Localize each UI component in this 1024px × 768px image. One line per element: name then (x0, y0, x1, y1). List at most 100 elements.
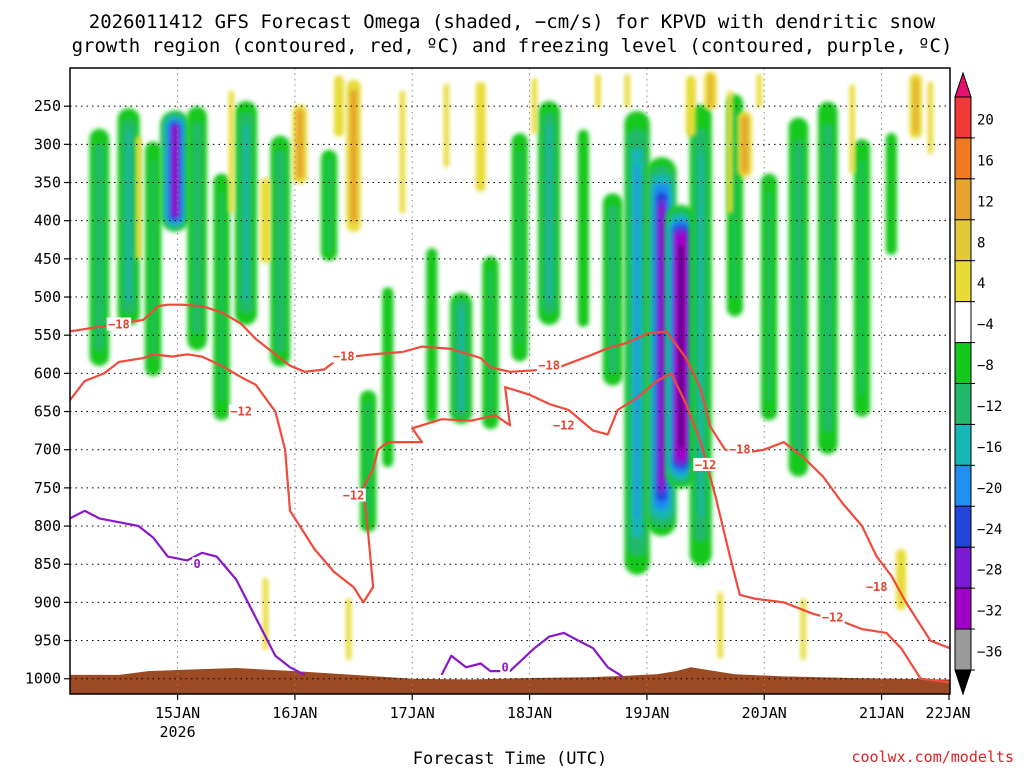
colorbar-label: 8 (977, 235, 985, 251)
omega-band (173, 126, 177, 216)
contour-freezing-level (440, 631, 623, 678)
colorbar-segment (954, 423, 972, 466)
omega-band (349, 89, 358, 223)
colorbar-top-arrow (954, 71, 972, 98)
colorbar-segment (954, 219, 972, 262)
omega-feature-ascent (538, 101, 561, 326)
colorbar-segment (954, 546, 972, 589)
x-tick-label: 21JAN (859, 704, 904, 722)
omega-band (228, 90, 235, 214)
omega-feature-descent (346, 79, 361, 232)
omega-band (382, 287, 394, 468)
omega-feature-descent (260, 177, 271, 264)
omega-feature-ascent (450, 292, 473, 424)
omega-feature-descent (345, 598, 352, 660)
omega-band (679, 245, 683, 448)
omega-feature-ascent (213, 173, 230, 421)
contour-label-bg (551, 418, 577, 432)
omega-feature-ascent (577, 129, 589, 327)
omega-feature-descent (399, 90, 406, 214)
y-tick-label: 250 (34, 97, 61, 115)
y-tick-label: 300 (34, 135, 61, 153)
omega-band (624, 74, 631, 108)
omega-feature-descent (909, 74, 923, 139)
omega-band (577, 129, 589, 327)
contour-label: −12 (822, 611, 844, 625)
omega-feature-ascent (234, 101, 258, 326)
x-tick-label: 15JAN (155, 704, 200, 722)
omega-band (260, 177, 271, 264)
omega-feature-ascent (602, 193, 623, 386)
omega-feature-descent (896, 548, 907, 611)
x-tick-label: 19JAN (624, 704, 669, 722)
omega-band (660, 209, 664, 485)
omega-band (135, 136, 142, 260)
colorbar-bottom-arrow (954, 669, 972, 696)
omega-feature-descent (624, 74, 631, 108)
colorbar-label: 12 (977, 194, 994, 210)
omega-band (518, 151, 522, 344)
omega-feature-ascent (117, 108, 140, 326)
omega-feature-ascent (382, 287, 394, 468)
y-tick-label: 800 (34, 517, 61, 535)
omega-band (276, 150, 285, 352)
omega-feature-ascent (788, 117, 809, 477)
colorbar-label: 20 (977, 113, 994, 129)
x-tick-label: 18JAN (507, 704, 552, 722)
omega-band (127, 131, 131, 303)
colorbar-label: −4 (977, 317, 994, 333)
contour-label: −12 (553, 418, 575, 432)
omega-band (849, 84, 855, 174)
omega-band (192, 121, 202, 335)
contour-label-bg (331, 349, 357, 363)
omega-feature-ascent (665, 204, 697, 489)
omega-band (823, 123, 832, 432)
omega-band (488, 270, 492, 416)
colorbar-label: 16 (977, 153, 994, 169)
y-tick-label: 600 (34, 364, 61, 382)
omega-band (459, 306, 463, 411)
x-tick-label: 16JAN (272, 704, 317, 722)
colorbar-segment (954, 260, 972, 303)
omega-feature-descent (443, 83, 450, 168)
omega-band (244, 124, 248, 302)
omega-band (927, 81, 934, 155)
omega-band (896, 548, 907, 611)
omega-feature-descent (756, 74, 763, 108)
contour-label: −18 (866, 580, 888, 594)
contour-label-bg (864, 580, 889, 594)
x-tick-label: 20JAN (742, 704, 787, 722)
contour-label: −12 (343, 489, 365, 503)
omega-feature-ascent (511, 133, 528, 362)
y-tick-label: 750 (34, 479, 61, 497)
x-tick-label: 22JAN (925, 704, 970, 722)
omega-feature-descent (849, 84, 855, 174)
omega-band (741, 115, 749, 174)
y-tick-label: 400 (34, 212, 61, 230)
omega-band (717, 591, 723, 659)
omega-feature-descent (333, 75, 344, 137)
omega-shading-layer (89, 71, 934, 660)
omega-feature-descent (475, 81, 486, 192)
colorbar-segment (954, 383, 972, 425)
plot-frame (69, 67, 951, 695)
colorbar-segment (954, 628, 972, 671)
omega-feature-descent (737, 111, 752, 178)
colorbar-segment (954, 137, 972, 180)
y-tick-label: 950 (34, 632, 61, 650)
colorbar-segment (954, 464, 972, 507)
omega-band (296, 109, 304, 180)
omega-band (443, 83, 450, 168)
omega-band (800, 598, 807, 660)
contour-label-bg (820, 610, 845, 624)
contour-label: −12 (230, 405, 252, 419)
colorbar-segment (954, 587, 972, 630)
y-tick-label: 1000 (25, 670, 61, 688)
grid-layer (70, 68, 950, 694)
colorbar-label: −20 (977, 481, 1002, 497)
omega-feature-descent (927, 81, 934, 155)
colorbar-label: −24 (977, 522, 1002, 538)
omega-feature-descent (292, 104, 308, 185)
